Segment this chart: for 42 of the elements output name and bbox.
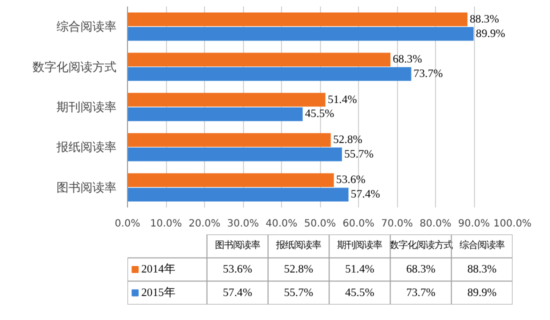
data-label: 52.8% — [333, 134, 363, 146]
x-tick-label: 90.0% — [458, 218, 490, 230]
data-label: 89.9% — [476, 28, 506, 40]
text: 68.3% — [406, 264, 436, 276]
text: 53.6% — [222, 264, 252, 276]
category-label: 图书阅读率 — [215, 241, 260, 252]
data-label: 53.6% — [336, 174, 366, 186]
category-label: 期刊阅读率 — [337, 241, 382, 252]
y-tick-label: 综合阅读率 — [56, 20, 116, 34]
x-tick-label: 70.0% — [381, 218, 413, 230]
x-tick-label: 40.0% — [266, 218, 298, 230]
text: 52.8% — [284, 264, 314, 276]
data-label: 51.4% — [328, 94, 358, 106]
x-tick-label: 80.0% — [420, 218, 452, 230]
text: 51.4% — [345, 264, 374, 276]
text: 73.7% — [406, 286, 436, 299]
y-tick-label: 图书阅读率 — [56, 180, 116, 194]
data-label: 45.5% — [304, 108, 335, 120]
text: 88.3% — [467, 264, 497, 276]
data-label: 88.3% — [470, 13, 500, 26]
y-tick-label: 期刊阅读率 — [56, 100, 116, 114]
category-label: 综合阅读率 — [459, 241, 504, 252]
data-label: 55.7% — [344, 148, 374, 160]
text: 45.5% — [345, 286, 374, 299]
text: 89.9% — [467, 286, 497, 299]
legend-label: 2015年 — [141, 286, 175, 299]
y-tick-label: 报纸阅读率 — [56, 140, 116, 154]
x-tick-label: 0.0% — [114, 218, 140, 230]
data-label: 57.4% — [350, 188, 381, 201]
x-tick-label: 10.0% — [150, 218, 182, 230]
data-label: 68.3% — [392, 54, 423, 66]
data-label: 73.7% — [414, 68, 444, 80]
text: 57.4% — [222, 286, 252, 299]
text: 55.7% — [284, 286, 314, 299]
x-tick-label: 60.0% — [342, 218, 374, 230]
x-tick-label: 20.0% — [188, 218, 220, 230]
x-tick-label: 30.0% — [227, 218, 259, 230]
x-tick-label: 50.0% — [304, 218, 336, 230]
category-label: 报纸阅读率 — [276, 241, 322, 252]
x-tick-label: 100.0% — [493, 218, 532, 230]
legend-label: 2014年 — [141, 264, 175, 276]
y-tick-label: 数字化阅读方式 — [32, 60, 116, 74]
